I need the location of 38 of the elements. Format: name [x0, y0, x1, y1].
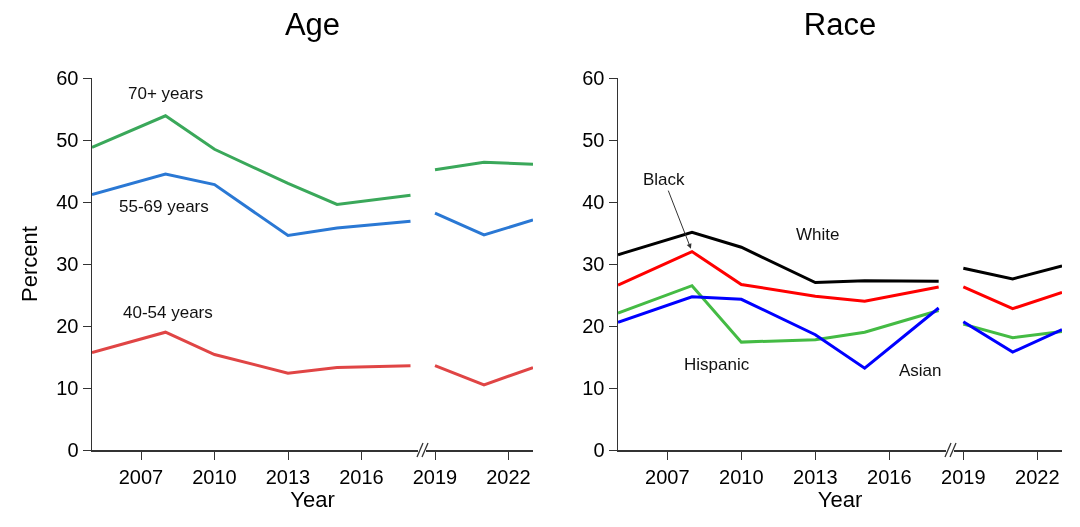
x-tick-label: 2019 [412, 465, 458, 488]
series-label: 55-69 years [119, 197, 209, 216]
x-tick-label: 2013 [265, 465, 311, 488]
x-tick-label: 2022 [486, 465, 531, 488]
x-axis-title: Year [817, 487, 863, 513]
y-tick-label: 50 [56, 129, 79, 151]
y-tick-label: 20 [56, 315, 79, 337]
y-tick-label: 40 [582, 191, 605, 213]
y-tick-label: 10 [56, 377, 79, 399]
y-tick-label: 30 [56, 253, 79, 275]
y-tick-label: 30 [582, 253, 605, 275]
y-tick-label: 60 [582, 67, 605, 89]
x-tick-label: 2013 [793, 465, 838, 488]
x-tick-label: 2010 [192, 465, 237, 488]
x-tick-label: 2010 [719, 465, 764, 488]
y-tick-label: 50 [582, 129, 605, 151]
x-axis-title: Year [290, 487, 335, 513]
y-axis-title: Percent [17, 226, 43, 302]
y-tick-label: 40 [56, 191, 79, 213]
series-label: 70+ years [128, 84, 204, 103]
series-label: White [796, 225, 840, 244]
series-label: 40-54 years [123, 303, 213, 322]
x-tick-label: 2007 [118, 465, 164, 488]
y-tick-label: 20 [582, 315, 605, 337]
y-tick-label: 0 [67, 439, 79, 461]
text: Black [643, 170, 686, 189]
series-label: Hispanic [684, 355, 750, 374]
x-tick-label: 2016 [339, 465, 384, 488]
chart-title: Race [803, 6, 877, 42]
series-label: Asian [899, 361, 942, 380]
x-tick-label: 2019 [941, 465, 986, 488]
y-tick-label: 60 [56, 67, 79, 89]
x-tick-label: 2016 [867, 465, 912, 488]
y-tick-label: 10 [582, 377, 605, 399]
y-tick-label: 0 [593, 439, 605, 461]
chart-title: Age [284, 6, 341, 42]
x-tick-label: 2007 [645, 465, 690, 488]
x-tick-label: 2022 [1015, 465, 1060, 488]
